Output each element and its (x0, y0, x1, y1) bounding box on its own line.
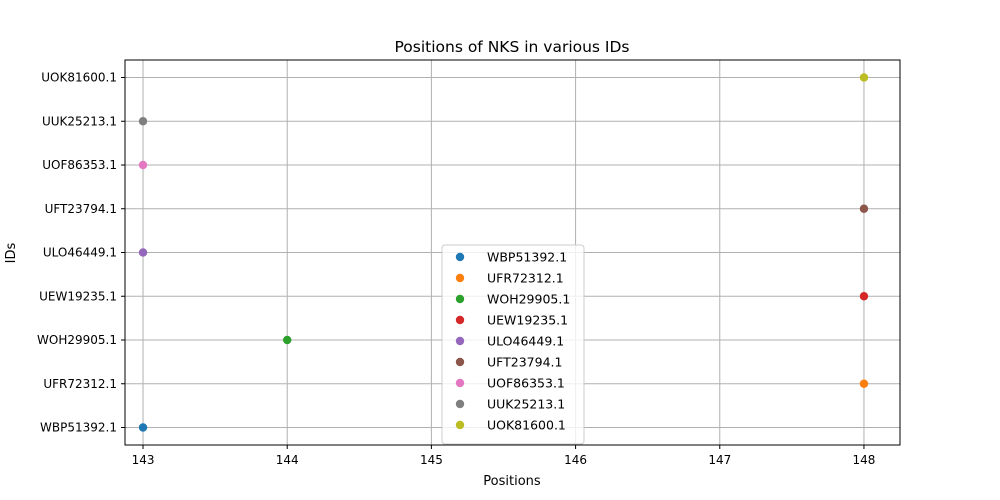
y-tick-label: UOF86353.1 (42, 158, 117, 172)
data-point (859, 379, 869, 388)
x-axis: 143 144 145 146 147 148 (132, 445, 876, 467)
legend-marker (455, 336, 465, 346)
chart-title: Positions of NKS in various IDs (394, 38, 629, 56)
legend-label: UUK25213.1 (487, 397, 565, 412)
data-points (138, 73, 869, 432)
data-point (859, 292, 869, 301)
legend-label: WOH29905.1 (487, 292, 570, 307)
legend-marker (455, 378, 465, 388)
x-tick-label: 146 (564, 453, 587, 467)
y-tick-label: UOK81600.1 (41, 71, 117, 85)
legend: WBP51392.1 UFR72312.1 WOH29905.1 UEW19235.1… (441, 244, 585, 445)
legend-label: WBP51392.1 (487, 250, 567, 265)
data-point (283, 335, 292, 345)
data-point (859, 73, 869, 82)
x-tick-label: 145 (420, 453, 443, 467)
data-point (138, 160, 148, 170)
legend-label: UOF86353.1 (487, 376, 565, 391)
legend-marker (455, 315, 465, 325)
data-point (138, 117, 148, 126)
x-tick-label: 143 (132, 453, 155, 467)
x-tick-label: 147 (708, 453, 731, 467)
y-axis-title: IDs (4, 242, 19, 263)
legend-marker (455, 357, 465, 367)
y-tick-label: WOH29905.1 (37, 333, 117, 347)
data-point (138, 423, 148, 432)
y-tick-label: UFT23794.1 (45, 202, 117, 216)
legend-marker (455, 294, 465, 304)
data-point (859, 204, 869, 213)
data-point (138, 248, 148, 257)
y-tick-label: UUK25213.1 (42, 114, 117, 128)
grid (125, 60, 900, 445)
y-tick-label: ULO46449.1 (43, 246, 117, 260)
y-axis: WBP51392.1 UFR72312.1 WOH29905.1 UEW19235.1… (37, 71, 125, 435)
legend-label: UFT23794.1 (487, 355, 562, 370)
x-tick-label: 144 (276, 453, 299, 467)
legend-frame (441, 244, 585, 445)
x-tick-label: 148 (853, 453, 876, 467)
legend-label: ULO46449.1 (487, 334, 564, 349)
legend-label: UEW19235.1 (487, 313, 568, 328)
legend-marker (455, 399, 465, 409)
legend-marker (455, 273, 465, 283)
legend-label: UFR72312.1 (487, 271, 564, 286)
y-tick-label: UFR72312.1 (43, 377, 117, 391)
y-tick-label: WBP51392.1 (40, 421, 117, 435)
legend-label: UOK81600.1 (487, 418, 566, 433)
legend-marker (455, 420, 465, 430)
y-tick-label: UEW19235.1 (39, 289, 117, 303)
legend-marker (455, 252, 465, 262)
x-axis-title: Positions (483, 474, 541, 489)
